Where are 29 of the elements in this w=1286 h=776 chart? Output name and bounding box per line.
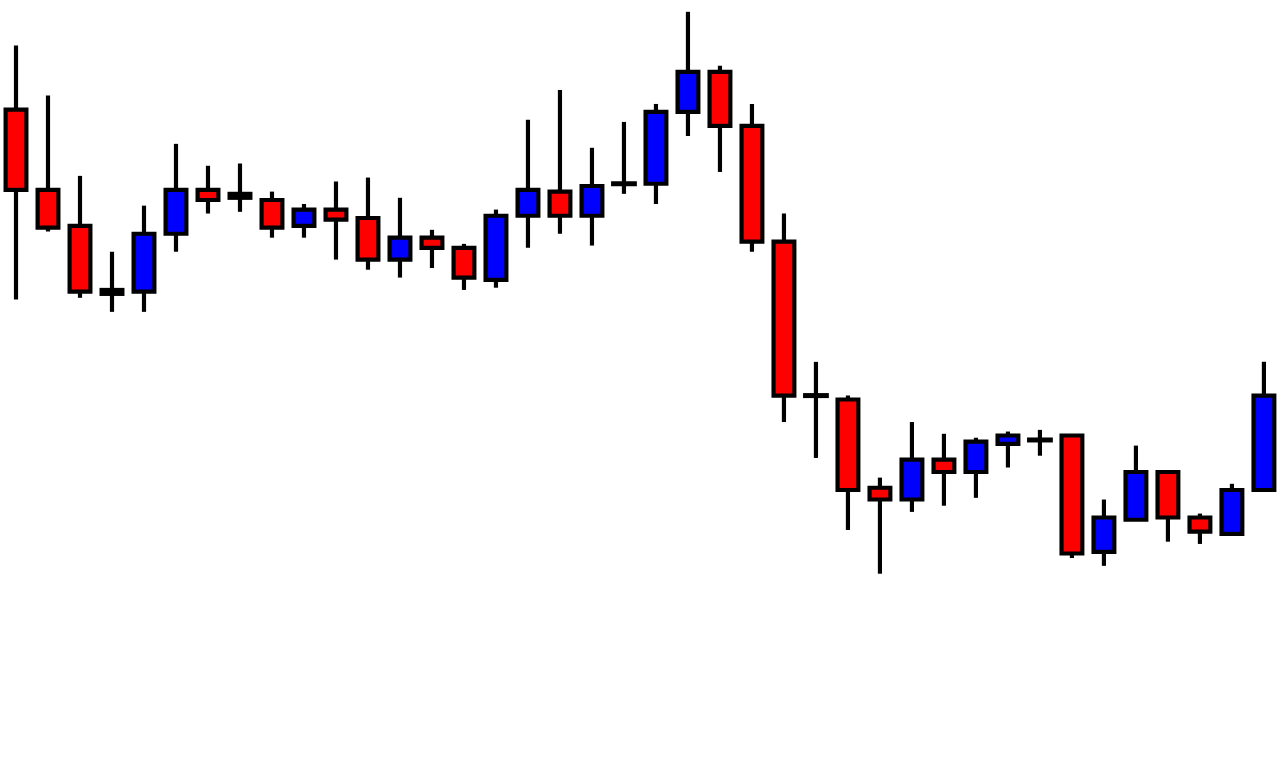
candlestick (99, 249, 125, 314)
candlestick (1027, 427, 1053, 458)
candlestick (547, 87, 573, 236)
candlestick (291, 201, 317, 240)
candlestick (867, 475, 893, 576)
candlestick (611, 119, 637, 196)
candlestick (195, 163, 221, 216)
candlestick (675, 9, 701, 139)
candlestick (803, 359, 829, 461)
candlestick (451, 241, 477, 293)
candlestick (419, 227, 445, 271)
candlestick (899, 419, 925, 514)
candlestick (931, 431, 957, 508)
candlestick (35, 93, 61, 234)
candlestick (1155, 469, 1181, 544)
candlestick (1187, 511, 1213, 547)
candlestick (387, 195, 413, 280)
candlestick (1219, 481, 1245, 538)
candlestick (579, 145, 605, 248)
candlestick (963, 435, 989, 500)
candlestick (515, 117, 541, 250)
candlestick (323, 179, 349, 262)
candlestick (1091, 497, 1117, 568)
candlestick (995, 429, 1021, 470)
candlestick (355, 175, 381, 272)
candlestick (163, 141, 189, 254)
candlestick (227, 161, 253, 214)
candlestick (1123, 443, 1149, 522)
candlestick (259, 189, 285, 240)
